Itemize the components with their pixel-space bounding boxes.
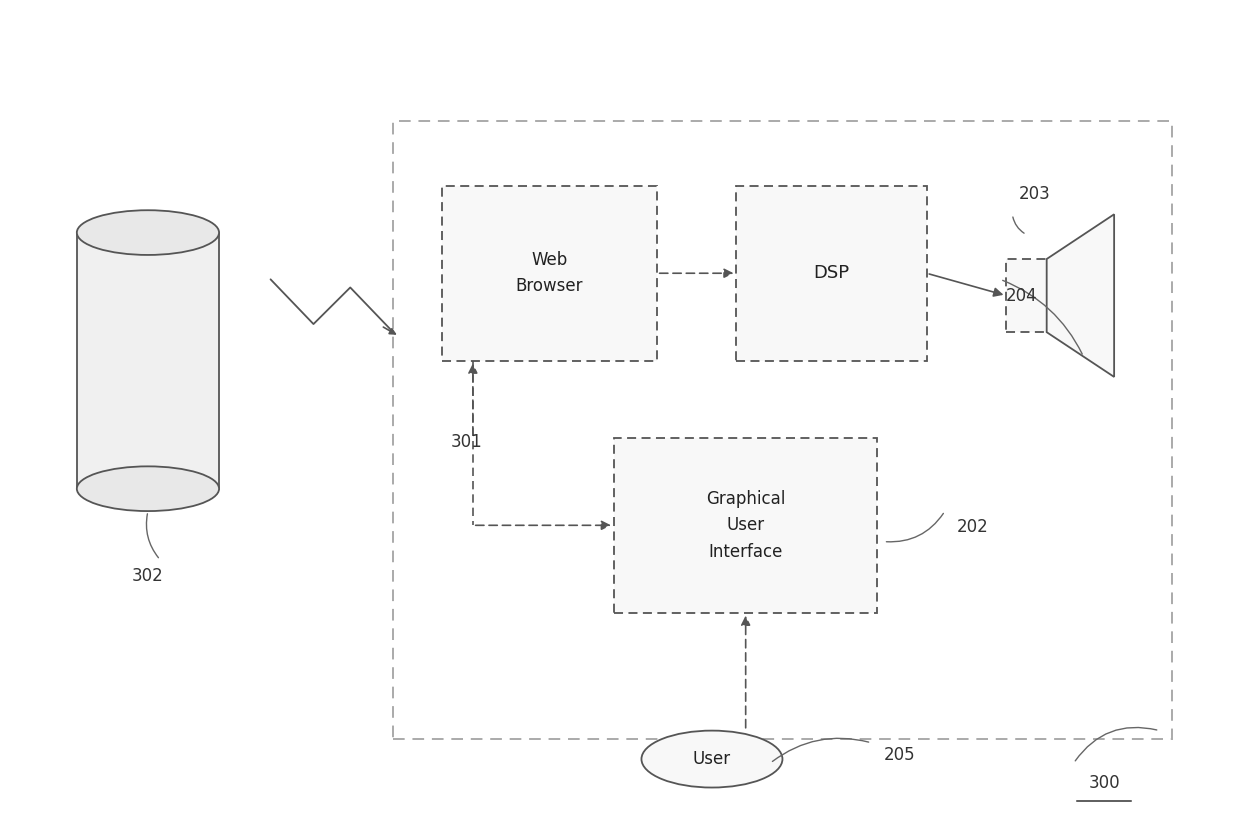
Text: 301: 301 — [451, 433, 482, 451]
Text: 203: 203 — [1018, 185, 1050, 203]
Text: User: User — [693, 750, 732, 768]
Text: DSP: DSP — [813, 265, 849, 282]
Bar — [77, 232, 219, 489]
Text: Web
Browser: Web Browser — [516, 251, 583, 295]
Text: 204: 204 — [1006, 287, 1038, 304]
Text: Graphical
User
Interface: Graphical User Interface — [706, 490, 785, 561]
Bar — [393, 121, 1172, 739]
Bar — [614, 437, 878, 613]
Ellipse shape — [77, 210, 219, 255]
Text: 202: 202 — [957, 519, 990, 537]
Text: 302: 302 — [133, 567, 164, 586]
Bar — [737, 186, 926, 361]
Bar — [1006, 259, 1047, 332]
Polygon shape — [1047, 214, 1114, 377]
Text: 300: 300 — [1089, 774, 1120, 792]
Bar — [443, 186, 657, 361]
Ellipse shape — [641, 730, 782, 787]
Ellipse shape — [77, 466, 219, 511]
Text: 205: 205 — [884, 746, 915, 764]
